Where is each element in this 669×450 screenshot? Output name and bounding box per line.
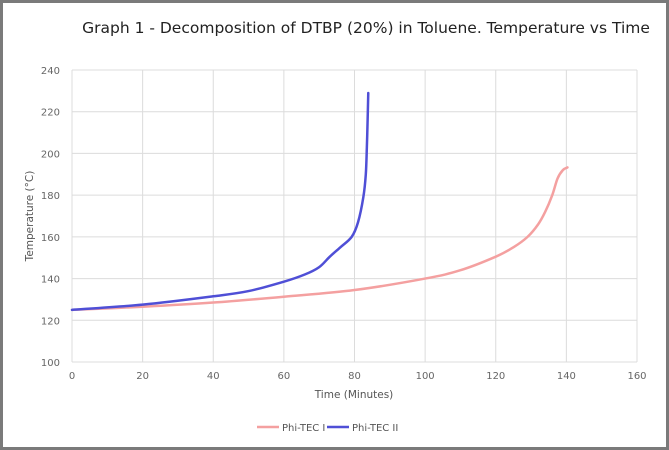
y-axis-label: Temperature (°C) [24, 171, 36, 263]
y-tick-label: 140 [41, 275, 60, 286]
legend-label: Phi-TEC II [352, 423, 398, 434]
y-tick-label: 200 [41, 149, 60, 160]
y-tick-label: 100 [41, 358, 60, 369]
y-tick-label: 220 [41, 108, 60, 119]
legend-label: Phi-TEC I [282, 423, 325, 434]
series-line-2 [70, 91, 370, 312]
x-axis-label: Time (Minutes) [314, 389, 394, 401]
y-tick-label: 120 [41, 316, 60, 327]
y-tick-label: 180 [41, 191, 60, 202]
x-tick-label: 100 [416, 371, 435, 382]
chart-title: Graph 1 - Decomposition of DTBP (20%) in… [82, 19, 650, 37]
legend: Phi-TEC I Phi-TEC II [257, 423, 398, 434]
y-tick-label: 240 [41, 66, 60, 77]
series-line-1 [70, 166, 569, 312]
x-tick-label: 80 [348, 371, 361, 382]
x-tick-label: 120 [486, 371, 505, 382]
x-tick-label: 40 [207, 371, 220, 382]
x-tick-label: 0 [69, 371, 75, 382]
x-tick-label: 60 [278, 371, 291, 382]
x-tick-label: 140 [557, 371, 576, 382]
x-tick-label: 160 [627, 371, 646, 382]
x-tick-label: 20 [136, 371, 149, 382]
y-tick-label: 160 [41, 233, 60, 244]
